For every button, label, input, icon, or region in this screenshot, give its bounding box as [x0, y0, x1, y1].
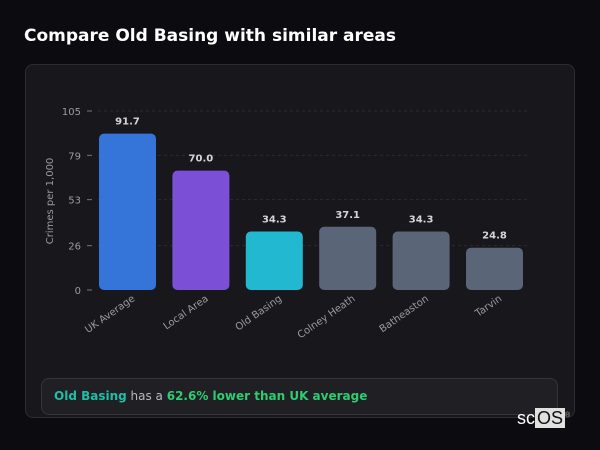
bar-value-label: 70.0: [189, 154, 214, 165]
bar: [99, 133, 156, 290]
bar-value-label: 34.3: [262, 215, 287, 226]
y-tick-label: 79: [68, 151, 81, 162]
logo-sc: sc: [517, 408, 535, 428]
page-title: Compare Old Basing with similar areas: [24, 26, 397, 46]
bar-value-label: 34.3: [409, 215, 434, 226]
x-tick-label: Old Basing: [234, 293, 284, 333]
y-tick-label: 26: [68, 242, 81, 253]
callout-highlight: 62.6% lower than UK average: [166, 389, 368, 403]
bar: [466, 247, 523, 290]
callout-area: Old Basing: [54, 389, 127, 403]
logo-os: OS: [535, 408, 566, 428]
y-tick-label: 105: [62, 107, 81, 118]
bar: [392, 231, 450, 290]
bar: [245, 231, 303, 290]
y-axis-label: Crimes per 1,000: [45, 158, 56, 245]
x-tick-label: Colney Heath: [296, 293, 358, 341]
y-tick-label: 0: [75, 286, 81, 297]
bar-value-label: 91.7: [115, 117, 140, 128]
comparison-callout: Old Basing has a 62.6% lower than UK ave…: [41, 378, 558, 415]
x-tick-label: Batheaston: [378, 293, 431, 335]
x-tick-label: Local Area: [162, 293, 211, 332]
scos-logo: sc OS ®: [517, 408, 570, 429]
bar: [172, 170, 230, 290]
bar: [319, 226, 377, 290]
callout-middle: has a: [126, 389, 167, 403]
x-tick-label: Tarvin: [473, 293, 504, 320]
bar-value-label: 24.8: [482, 231, 507, 242]
y-tick-label: 53: [68, 196, 81, 207]
bar-value-label: 37.1: [335, 210, 360, 221]
logo-mark: ®: [565, 412, 571, 419]
x-tick-label: UK Average: [83, 293, 137, 335]
